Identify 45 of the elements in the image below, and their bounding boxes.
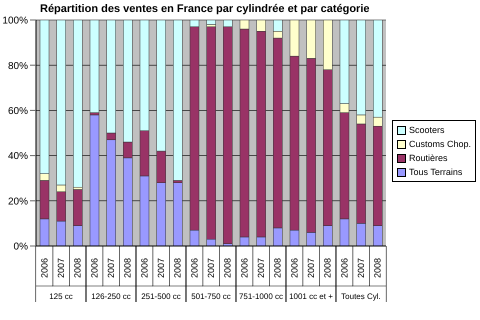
x-tick-label: 2007	[206, 258, 216, 278]
bar	[173, 20, 183, 181]
x-tick-label: 2006	[339, 258, 350, 278]
text: 1001 cc et +	[289, 292, 334, 301]
text: 251-500 cc	[141, 292, 181, 301]
bar	[90, 20, 100, 113]
chart-title: Répartition des ventes en France par cylindrée et par catégorie	[40, 3, 370, 15]
y-tick-label: 20%	[8, 196, 28, 208]
x-tick-label: 2006	[239, 258, 250, 278]
text: 125 cc	[49, 292, 73, 301]
x-tick-label: 2006	[289, 258, 300, 278]
legend-label: Routières	[408, 152, 448, 165]
y-tick-label: 60%	[8, 106, 28, 117]
x-tick-label: 2006	[39, 258, 50, 278]
x-tick-label: 2008	[372, 258, 383, 278]
x-tick-label: 2006	[139, 258, 150, 278]
x-tick-label: 2008	[172, 258, 183, 278]
legend-label: Scooters	[408, 124, 446, 137]
text: 501-750 cc	[191, 292, 231, 301]
x-tick-label: 2008	[72, 258, 83, 278]
x-tick-label: 2006	[189, 258, 200, 278]
x-tick-label: 2008	[272, 258, 283, 278]
text: Toutes Cyl.	[341, 292, 381, 301]
x-tick-label: 2008	[122, 258, 133, 278]
bar	[173, 182, 183, 246]
x-tick-label: 2007	[106, 258, 116, 278]
text: 126-250 cc	[91, 292, 131, 301]
x-tick-label: 2007	[56, 258, 66, 278]
legend-label: Customs Chop.	[408, 138, 471, 151]
y-tick-label: 40%	[8, 151, 28, 162]
x-tick-label: 2006	[89, 258, 100, 278]
y-tick-label: 80%	[8, 60, 28, 72]
bar	[90, 114, 100, 246]
bar	[73, 20, 83, 188]
x-tick-label: 2007	[356, 258, 366, 278]
legend-label: Tous Terrains	[408, 166, 464, 179]
x-tick-label: 2007	[156, 258, 166, 278]
x-tick-label: 2008	[222, 258, 233, 278]
x-tick-label: 2008	[322, 258, 333, 278]
y-tick-label: 0%	[14, 242, 28, 253]
y-tick-label: 100%	[2, 16, 28, 27]
x-tick-label: 2007	[256, 258, 266, 278]
text: 751-1000 cc	[238, 292, 283, 301]
bar	[206, 20, 216, 25]
x-tick-label: 2007	[306, 258, 316, 278]
